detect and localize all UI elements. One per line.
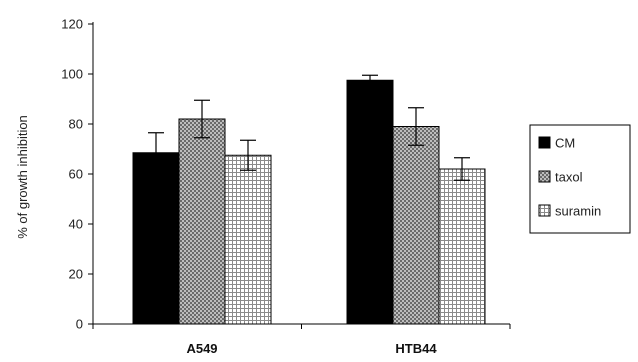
x-category-label: HTB44	[395, 341, 437, 356]
y-tick-label: 60	[69, 167, 83, 182]
y-tick-label: 80	[69, 117, 83, 132]
y-axis: 0 20 40 60 80 100 120	[61, 17, 94, 332]
y-tick-label: 100	[61, 67, 83, 82]
y-axis-title: % of growth inhibition	[15, 115, 30, 239]
bar-suramin-a549	[224, 154, 272, 325]
bar-suramin-htb44	[438, 168, 486, 325]
y-tick-label: 0	[76, 317, 83, 332]
bar-cm-htb44	[346, 79, 394, 325]
y-tick-label: 40	[69, 217, 83, 232]
bar-taxol-htb44	[392, 126, 440, 325]
y-tick-label: 120	[61, 17, 83, 32]
x-category-label: A549	[186, 341, 217, 356]
bar-taxol-a549	[178, 118, 226, 325]
legend-label-cm: CM	[555, 136, 575, 151]
bar-cm-a549	[132, 152, 180, 325]
error-bars	[148, 74, 470, 181]
bars	[132, 79, 486, 325]
legend-swatch-suramin	[538, 204, 551, 217]
legend: CM taxol suramin	[529, 124, 631, 234]
legend-swatch-taxol	[538, 170, 551, 183]
y-tick-label: 20	[69, 267, 83, 282]
legend-swatch-cm	[538, 136, 551, 149]
legend-label-taxol: taxol	[555, 170, 583, 185]
x-axis: A549 HTB44	[92, 323, 511, 356]
legend-label-suramin: suramin	[555, 204, 601, 219]
